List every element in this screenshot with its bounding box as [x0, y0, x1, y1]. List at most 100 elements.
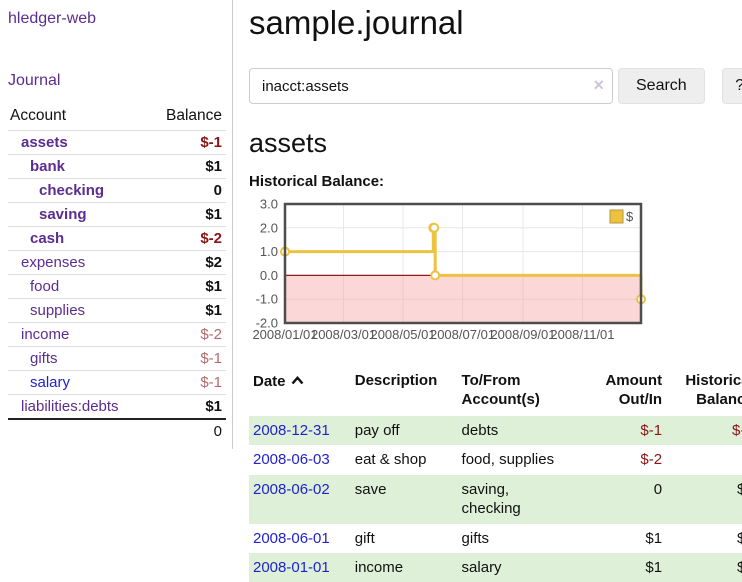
historical-balance-chart: $3.0 2.0 1.0 0.0 -1.0 -2.02008/01/012008/03/0…: [252, 197, 646, 342]
transaction-date-link[interactable]: 2008-06-01: [253, 529, 330, 547]
app-brand-link[interactable]: hledger-web: [8, 10, 97, 27]
register-header-accounts: To/From Account(s): [461, 372, 540, 408]
accounts-header-account: Account: [10, 107, 67, 124]
sort-asc-icon: [291, 372, 304, 391]
account-balance: $-2: [200, 230, 222, 247]
account-row-checking: checking 0: [8, 178, 226, 203]
account-link-salary[interactable]: salary: [30, 374, 71, 391]
account-link-expenses[interactable]: expenses: [21, 254, 86, 271]
account-row-assets: assets $-1: [8, 130, 226, 155]
account-row-income: income $-2: [8, 322, 226, 347]
transaction-amount: $1: [645, 529, 663, 547]
svg-text:3.0: 3.0: [260, 198, 278, 212]
account-link-gifts[interactable]: gifts: [30, 350, 58, 367]
register-row: 2008-01-01 income salary $1 $1: [249, 553, 742, 582]
transaction-amount: $-2: [640, 451, 663, 468]
account-link-liabilities-debts[interactable]: liabilities:debts: [21, 398, 119, 415]
svg-text:$: $: [626, 209, 634, 224]
svg-text:1.0: 1.0: [260, 244, 278, 259]
transaction-accounts: gifts: [461, 529, 490, 547]
account-row-saving: saving $1: [8, 202, 226, 227]
transaction-balance: $2: [737, 529, 742, 547]
register-header-date[interactable]: Date: [249, 370, 351, 416]
accounts-table: Account Balance assets $-1 bank $1 check…: [8, 104, 226, 443]
sidebar-item-journal[interactable]: Journal: [8, 72, 61, 89]
transaction-date-link[interactable]: 2008-01-01: [253, 559, 330, 576]
search-form: × Search ?: [249, 68, 742, 104]
transaction-accounts: salary: [461, 559, 502, 576]
page-title: sample.journal: [249, 4, 464, 41]
transaction-description: save: [354, 480, 387, 498]
account-row-liabilities-debts: liabilities:debts $1: [8, 394, 226, 420]
register-header-balance: Historical Balance: [685, 372, 742, 408]
account-balance: $-1: [200, 134, 222, 151]
svg-text:2008/03/01: 2008/03/01: [311, 327, 376, 342]
transaction-accounts: food, supplies: [461, 451, 555, 468]
chart-title: Historical Balance:: [249, 173, 385, 190]
account-link-assets[interactable]: assets: [21, 134, 68, 151]
svg-text:2008/05/01: 2008/05/01: [370, 327, 435, 342]
account-balance: $1: [205, 158, 222, 175]
transaction-accounts: saving, checking: [461, 480, 521, 518]
search-button[interactable]: Search: [618, 68, 705, 104]
register-header-amount: Amount Out/In: [605, 372, 663, 408]
account-row-gifts: gifts $-1: [8, 346, 226, 371]
account-balance: $1: [205, 302, 222, 319]
transaction-amount: $-1: [640, 421, 663, 439]
transaction-amount: 0: [653, 480, 663, 498]
account-link-checking[interactable]: checking: [39, 182, 105, 199]
account-balance: $1: [205, 398, 222, 415]
help-button[interactable]: ?: [721, 68, 742, 104]
account-link-bank[interactable]: bank: [30, 158, 66, 175]
search-input[interactable]: [249, 68, 613, 104]
account-row-bank: bank $1: [8, 154, 226, 179]
account-balance: $-1: [200, 350, 222, 367]
register-row: 2008-12-31 pay off debts $-1 $-1: [249, 415, 742, 445]
svg-text:2008/01/01: 2008/01/01: [252, 327, 317, 342]
accounts-header-balance: Balance: [165, 107, 222, 124]
transaction-balance: 0: [666, 445, 742, 475]
account-balance: $2: [205, 254, 222, 271]
svg-text:2008/09/01: 2008/09/01: [490, 327, 555, 342]
account-balance: 0: [213, 182, 222, 199]
svg-text:2.0: 2.0: [260, 220, 278, 235]
transaction-description: pay off: [354, 421, 400, 439]
accounts-total-value: 0: [213, 423, 222, 440]
transaction-date-link[interactable]: 2008-06-03: [253, 451, 330, 468]
account-balance: $1: [205, 206, 222, 223]
register-row: 2008-06-03 eat & shop food, supplies $-2…: [249, 445, 742, 475]
account-balance: $-2: [200, 326, 222, 343]
register-header-row: Date Description To/From Account(s) Amou…: [249, 370, 742, 416]
account-link-cash[interactable]: cash: [30, 230, 65, 247]
account-row-salary: salary $-1: [8, 370, 226, 395]
svg-text:-1.0: -1.0: [256, 292, 278, 307]
account-row-cash: cash $-2: [8, 226, 226, 251]
account-link-saving[interactable]: saving: [39, 206, 87, 223]
account-balance: $1: [205, 278, 222, 295]
accounts-header-row: Account Balance: [8, 104, 226, 131]
register-table: Date Description To/From Account(s) Amou…: [249, 370, 742, 582]
svg-text:2008/07/01: 2008/07/01: [430, 327, 495, 342]
account-row-supplies: supplies $1: [8, 298, 226, 323]
transaction-accounts: debts: [461, 421, 499, 439]
transaction-balance: $-1: [732, 421, 742, 439]
clear-search-icon[interactable]: ×: [593, 75, 604, 95]
svg-text:0.0: 0.0: [260, 268, 278, 283]
transaction-description: eat & shop: [354, 451, 427, 468]
account-link-income[interactable]: income: [21, 326, 70, 343]
account-row-expenses: expenses $2: [8, 250, 226, 275]
account-link-food[interactable]: food: [30, 278, 60, 295]
sidebar: hledger-web Journal Account Balance asse…: [0, 0, 233, 449]
transaction-balance: $2: [737, 480, 742, 498]
svg-text:2008/11/01: 2008/11/01: [550, 327, 614, 342]
transaction-date-link[interactable]: 2008-06-02: [253, 480, 330, 498]
svg-text:-2.0: -2.0: [256, 316, 278, 331]
transaction-description: income: [354, 559, 404, 576]
account-heading: assets: [249, 128, 328, 158]
account-balance: $-1: [200, 374, 222, 391]
account-row-food: food $1: [8, 274, 226, 299]
accounts-total-row: 0: [8, 419, 226, 443]
transaction-date-link[interactable]: 2008-12-31: [253, 421, 330, 439]
account-link-supplies[interactable]: supplies: [30, 302, 86, 319]
